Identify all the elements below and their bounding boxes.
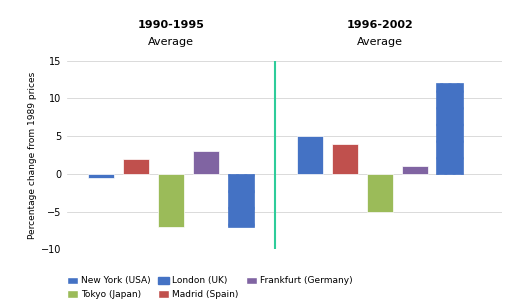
Y-axis label: Percentage change from 1989 prices: Percentage change from 1989 prices	[28, 71, 37, 239]
Text: 1990-1995: 1990-1995	[138, 20, 204, 30]
Text: Average: Average	[357, 37, 403, 47]
Bar	[193, 151, 219, 174]
Bar	[227, 174, 254, 227]
Bar	[332, 144, 358, 174]
Text: Average: Average	[148, 37, 194, 47]
Bar	[123, 159, 150, 174]
Bar	[402, 166, 428, 174]
Bar	[436, 83, 463, 174]
Bar	[297, 136, 324, 174]
Legend: New York (USA), Tokyo (Japan), London (UK), Madrid (Spain), Frankfurt (Germany): New York (USA), Tokyo (Japan), London (U…	[67, 276, 353, 299]
Bar	[367, 174, 393, 212]
Text: 1996-2002: 1996-2002	[347, 20, 413, 30]
Bar	[158, 174, 184, 227]
Bar	[89, 174, 115, 178]
